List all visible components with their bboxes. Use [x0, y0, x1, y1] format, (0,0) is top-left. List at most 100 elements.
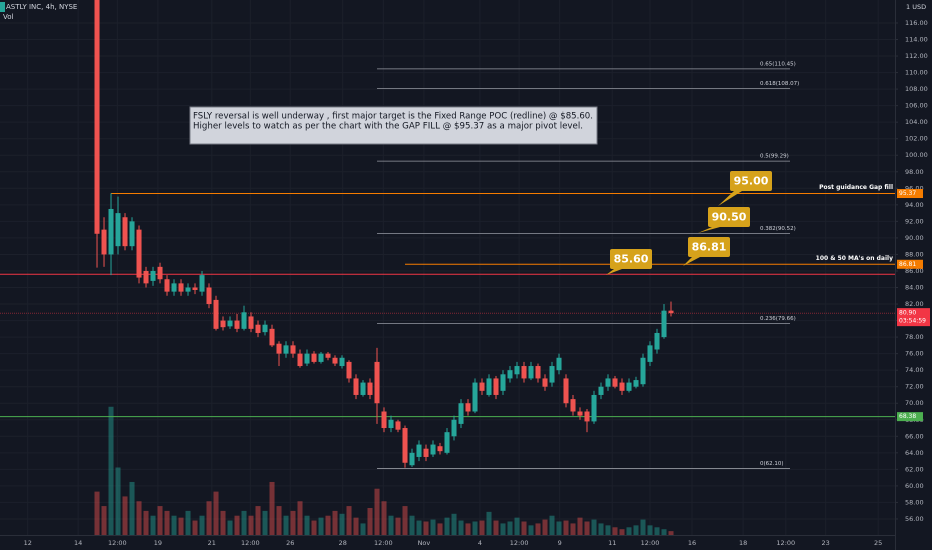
candle-body	[360, 382, 366, 395]
volume-bar	[486, 511, 492, 535]
level-axis-label: 86.81	[899, 261, 916, 268]
volume-bar	[577, 517, 583, 535]
volume-bar	[500, 523, 506, 535]
y-tick-label: 110.00	[905, 69, 928, 77]
candle-body	[262, 324, 268, 333]
candle-body	[591, 394, 597, 422]
level-axis-tag	[897, 259, 923, 269]
volume-bar	[276, 506, 282, 535]
candle-body	[465, 403, 471, 412]
volume-bar	[528, 525, 534, 535]
volume-bar	[164, 510, 170, 535]
volume-bar	[416, 520, 422, 535]
callout-pointer	[683, 257, 700, 266]
y-tick-label: 114.00	[905, 36, 928, 44]
candle-body	[633, 380, 639, 387]
candle-body	[122, 217, 128, 247]
candle-body	[654, 332, 660, 350]
candle-body	[668, 310, 674, 314]
currency-label: 1 USD	[906, 3, 926, 11]
candle-body	[514, 366, 520, 375]
x-tick-label: 4	[478, 539, 482, 547]
candle-body	[276, 343, 282, 354]
candle-body	[311, 353, 317, 362]
candle-body	[549, 366, 555, 383]
volume-bar	[367, 508, 373, 535]
candle-body	[255, 324, 261, 333]
candle-body	[206, 287, 212, 305]
candle-body	[248, 316, 254, 329]
volume-bar	[381, 501, 387, 535]
y-tick-label: 78.00	[905, 333, 924, 341]
volume-bar	[346, 506, 352, 535]
volume-label: Vol	[3, 13, 14, 21]
volume-bar	[374, 488, 380, 535]
candle-body	[304, 353, 310, 364]
candle-body	[542, 378, 548, 387]
callout-pointer	[606, 269, 622, 275]
fib-label: 0.65(110.45)	[760, 61, 796, 67]
candle-body	[430, 444, 436, 455]
volume-bar	[423, 521, 429, 535]
candle-body	[101, 229, 107, 255]
volume-bar	[248, 515, 254, 535]
candle-body	[409, 452, 415, 466]
x-tick-label: 12:00	[510, 539, 529, 547]
y-tick-label: 102.00	[905, 135, 928, 143]
y-tick-label: 90.00	[905, 234, 924, 242]
volume-layer	[94, 406, 674, 535]
candle-body	[129, 221, 135, 247]
candle-body	[556, 357, 562, 371]
fib-label: 0(62.10)	[760, 461, 784, 467]
x-tick-label: 12	[24, 539, 32, 547]
level-name: 100 & 50 MA's on daily	[816, 255, 893, 262]
volume-bar	[171, 515, 177, 535]
y-tick-label: 88.00	[905, 250, 924, 258]
x-tick-label: 14	[74, 539, 82, 547]
volume-bar	[283, 515, 289, 535]
last-price-label: 80.90	[899, 310, 916, 317]
candle-body	[115, 213, 121, 247]
note-box	[189, 106, 598, 145]
volume-bar	[311, 520, 317, 535]
x-tick-label: 12:00	[374, 539, 393, 547]
y-tick-label: 76.00	[905, 350, 924, 358]
volume-bar	[395, 517, 401, 535]
volume-bar	[206, 501, 212, 535]
volume-bar	[304, 515, 310, 535]
volume-bar	[234, 515, 240, 535]
volume-bar	[199, 515, 205, 535]
y-tick-label: 72.00	[905, 383, 924, 391]
callout-label: 85.60	[614, 253, 649, 266]
candle-body	[227, 320, 233, 327]
candle-body	[486, 378, 492, 395]
volume-bar	[633, 525, 639, 535]
candle-body	[493, 378, 499, 395]
candle-body	[535, 366, 541, 379]
volume-bar	[94, 491, 100, 535]
candle-body	[241, 312, 247, 329]
level-axis-tag	[897, 189, 923, 199]
candle-body	[164, 279, 170, 292]
y-tick-label: 70.00	[905, 399, 924, 407]
y-tick-label: 58.00	[905, 498, 924, 506]
x-tick-label: Nov	[418, 539, 431, 547]
y-tick-label: 112.00	[905, 52, 928, 60]
candle-body	[150, 270, 156, 281]
symbol-icon	[0, 2, 5, 12]
volume-bar	[626, 527, 632, 535]
level-axis-label: 95.37	[899, 190, 916, 197]
volume-bar	[297, 501, 303, 535]
candle-body	[178, 283, 184, 292]
candle-body	[213, 299, 219, 329]
callout-pointer	[698, 227, 720, 233]
candle-body	[283, 345, 289, 354]
volume-bar	[241, 510, 247, 535]
candle-body	[451, 419, 457, 437]
candle-body	[570, 399, 576, 412]
candle-body	[458, 403, 464, 424]
x-tick-label: 12:00	[776, 539, 795, 547]
candle-body	[353, 378, 359, 395]
candle-body	[318, 353, 324, 362]
callout-box	[730, 171, 772, 191]
